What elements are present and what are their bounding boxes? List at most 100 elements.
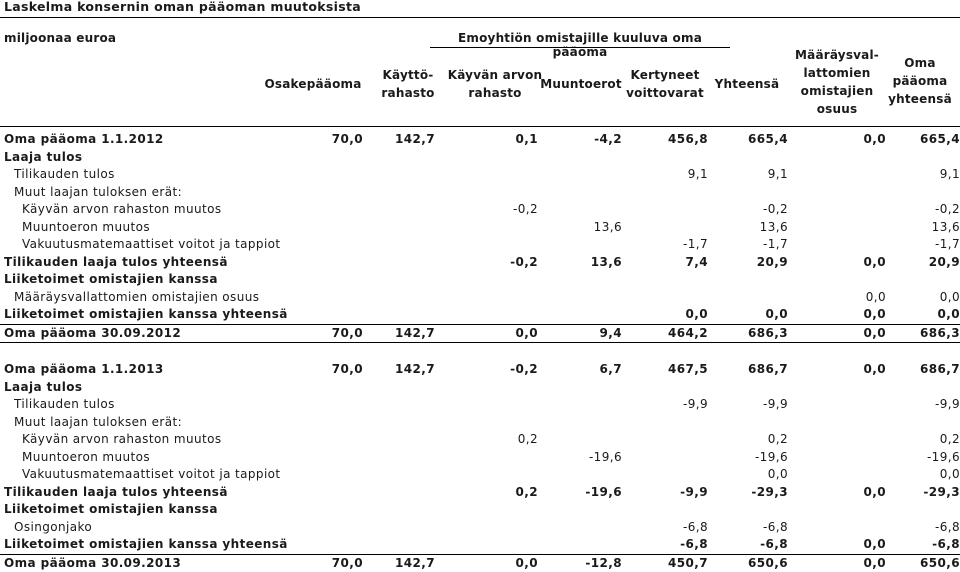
value-cell xyxy=(538,166,622,184)
table-row: Tilikauden laaja tulos yhteensä -0,2 13,6 7… xyxy=(0,254,960,272)
value-cell: -4,2 xyxy=(594,132,622,146)
value-cell xyxy=(435,466,538,484)
row-label: Muuntoeron muutos xyxy=(22,219,151,234)
value-cell: 0,0 xyxy=(622,306,708,325)
value-cell xyxy=(886,501,960,519)
value-cell: 0,0 xyxy=(515,555,538,570)
value-cell xyxy=(363,219,435,237)
value-cell: 0,0 xyxy=(863,484,886,499)
table-row: Oma pääoma 30.09.2012 70,0 142,7 0,0 9,4 464,… xyxy=(0,324,960,343)
value-cell xyxy=(268,306,363,325)
value-cell xyxy=(435,219,538,237)
value-cell: 686,7 xyxy=(920,362,960,376)
table-row: Laaja tulos xyxy=(0,379,960,397)
value-cell xyxy=(538,184,622,202)
value-cell xyxy=(363,484,435,502)
value-cell: 0,0 xyxy=(939,467,960,481)
value-cell xyxy=(788,166,886,184)
row-label: Oma pääoma 1.1.2013 xyxy=(4,362,164,376)
value-cell: -0,2 xyxy=(762,202,788,216)
value-cell: 0,2 xyxy=(517,432,538,446)
value-cell: 0,0 xyxy=(863,555,886,570)
value-cell xyxy=(363,289,435,307)
value-cell xyxy=(268,236,363,254)
value-cell xyxy=(886,149,960,167)
row-label: Tilikauden laaja tulos yhteensä xyxy=(4,484,228,499)
value-cell: 0,0 xyxy=(708,306,788,325)
value-cell: 9,4 xyxy=(538,324,622,343)
table-row: Oma pääoma 1.1.2012 70,0 142,7 0,1 -4,2 456,8… xyxy=(0,131,960,149)
table-row xyxy=(0,343,960,362)
value-cell xyxy=(708,414,788,432)
value-cell xyxy=(538,149,622,167)
value-cell xyxy=(435,184,538,202)
value-cell xyxy=(622,379,708,397)
table-row: Vakuutusmatemaattiset voitot ja tappiot -… xyxy=(0,236,960,254)
value-cell xyxy=(363,166,435,184)
value-cell: 456,8 xyxy=(668,132,708,146)
value-cell xyxy=(268,271,363,289)
value-cell xyxy=(268,166,363,184)
value-cell: 13,6 xyxy=(593,219,622,234)
value-cell xyxy=(538,201,622,219)
value-cell: 13,6 xyxy=(759,219,788,234)
value-cell xyxy=(708,379,788,397)
value-cell: -0,2 xyxy=(512,202,538,216)
value-cell xyxy=(538,431,622,449)
value-cell xyxy=(788,271,886,289)
value-cell xyxy=(268,149,363,167)
value-cell: -1,7 xyxy=(762,237,788,251)
value-cell xyxy=(622,466,708,484)
value-cell xyxy=(363,414,435,432)
value-cell: 70,0 xyxy=(331,132,363,146)
col-header-translation-differences: Muuntoerot xyxy=(540,77,622,91)
value-cell xyxy=(622,201,708,219)
row-label: Määräysvallattomien omistajien osuus xyxy=(14,289,260,304)
value-cell xyxy=(268,396,363,414)
row-label: Käyvän arvon rahaston muutos xyxy=(22,432,222,446)
value-cell xyxy=(268,254,363,272)
value-cell xyxy=(788,219,886,237)
col-header-total-equity: Oma pääoma yhteensä xyxy=(888,56,952,106)
value-cell xyxy=(268,379,363,397)
value-cell: 70,0 xyxy=(331,362,363,376)
row-label: Laaja tulos xyxy=(4,149,83,164)
table-row: Liiketoimet omistajien kanssa xyxy=(0,501,960,519)
value-cell: 0,1 xyxy=(515,132,538,146)
value-cell xyxy=(622,149,708,167)
value-cell: -0,2 xyxy=(510,362,538,376)
row-label: Osingonjako xyxy=(14,519,93,534)
value-cell: 142,7 xyxy=(395,132,435,146)
table-row: Oma pääoma 30.09.2013 70,0 142,7 0,0 -12,8 45… xyxy=(0,554,960,572)
value-cell xyxy=(363,149,435,167)
value-cell: -6,8 xyxy=(934,519,960,534)
value-cell: -29,3 xyxy=(923,484,960,499)
value-cell xyxy=(435,236,538,254)
value-cell: 650,6 xyxy=(748,555,788,570)
row-label: Oma pääoma 1.1.2012 xyxy=(4,132,164,146)
value-cell xyxy=(435,289,538,307)
value-cell xyxy=(268,449,363,467)
value-cell: -0,2 xyxy=(510,254,538,269)
row-label: Liiketoimet omistajien kanssa yhteensä xyxy=(0,306,287,325)
table-row: Muuntoeron muutos -19,6 -19,6 -19,6 xyxy=(0,449,960,467)
value-cell xyxy=(268,201,363,219)
table-row: Liiketoimet omistajien kanssa xyxy=(0,271,960,289)
value-cell: -6,8 xyxy=(708,536,788,555)
value-cell: 467,5 xyxy=(668,362,708,376)
value-cell: -19,6 xyxy=(926,449,960,464)
value-cell: 20,9 xyxy=(756,254,788,269)
row-label: Tilikauden tulos xyxy=(14,397,115,411)
value-cell: 0,2 xyxy=(515,484,538,499)
value-cell xyxy=(268,519,363,537)
value-cell: 7,4 xyxy=(685,254,708,269)
value-cell xyxy=(268,219,363,237)
row-label: Muut laajan tuloksen erät: xyxy=(14,184,183,199)
value-cell: 142,7 xyxy=(395,362,435,376)
value-cell: 0,0 xyxy=(863,254,886,269)
equity-changes-table: Oma pääoma 1.1.2012 70,0 142,7 0,1 -4,2 456,8… xyxy=(0,131,960,572)
value-cell: 0,2 xyxy=(939,432,960,446)
value-cell: -6,8 xyxy=(886,536,960,555)
value-cell xyxy=(435,343,538,362)
value-cell: -19,6 xyxy=(588,449,622,464)
